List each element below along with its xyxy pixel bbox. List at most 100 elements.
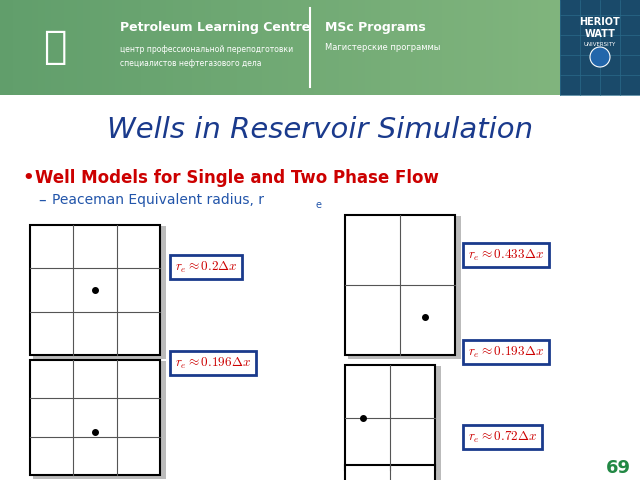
Bar: [339, 0, 347, 95]
Bar: [128, 0, 136, 95]
Bar: [563, 0, 571, 95]
Bar: [198, 0, 206, 95]
Bar: [13, 0, 20, 95]
Bar: [96, 0, 104, 95]
Bar: [531, 0, 539, 95]
Text: $r_e \approx 0.433\Delta x$: $r_e \approx 0.433\Delta x$: [468, 247, 544, 263]
Text: –: –: [38, 192, 45, 207]
Bar: [410, 0, 417, 95]
Bar: [186, 0, 193, 95]
Bar: [307, 0, 315, 95]
Bar: [461, 0, 468, 95]
Bar: [538, 0, 545, 95]
Bar: [0, 0, 8, 95]
Text: $r_e \approx 0.2\Delta x$: $r_e \approx 0.2\Delta x$: [175, 259, 237, 275]
Bar: [141, 0, 148, 95]
Bar: [51, 0, 59, 95]
Bar: [320, 0, 328, 95]
Text: Wells in Reservoir Simulation: Wells in Reservoir Simulation: [107, 116, 533, 144]
Bar: [83, 0, 91, 95]
Bar: [6, 0, 14, 95]
Bar: [358, 0, 366, 95]
Bar: [499, 0, 507, 95]
Bar: [173, 0, 180, 95]
Bar: [243, 0, 251, 95]
Bar: [390, 0, 398, 95]
Bar: [506, 0, 513, 95]
Bar: [435, 0, 443, 95]
Text: $r_e \approx 0.193\Delta x$: $r_e \approx 0.193\Delta x$: [468, 344, 544, 360]
Bar: [147, 0, 155, 95]
Text: Well Models for Single and Two Phase Flow: Well Models for Single and Two Phase Flo…: [35, 169, 439, 187]
Bar: [192, 0, 200, 95]
Bar: [608, 0, 616, 95]
Bar: [595, 0, 603, 95]
Bar: [345, 215, 455, 355]
Bar: [512, 0, 520, 95]
Text: специалистов нефтегазового дела: специалистов нефтегазового дела: [120, 59, 262, 68]
Text: Магистерские программы: Магистерские программы: [325, 44, 440, 52]
Bar: [38, 0, 46, 95]
Bar: [371, 0, 379, 95]
Text: UNIVERSITY: UNIVERSITY: [584, 41, 616, 47]
Bar: [262, 0, 270, 95]
Bar: [384, 0, 392, 95]
Bar: [160, 0, 168, 95]
Bar: [486, 0, 494, 95]
Bar: [250, 0, 257, 95]
Bar: [179, 0, 187, 95]
Bar: [397, 0, 404, 95]
Bar: [77, 0, 84, 95]
Text: •: •: [22, 169, 34, 187]
Bar: [224, 0, 232, 95]
Bar: [416, 0, 424, 95]
Bar: [166, 0, 174, 95]
Bar: [560, 0, 640, 95]
Bar: [33, 361, 166, 479]
Bar: [45, 0, 52, 95]
Bar: [454, 0, 462, 95]
Bar: [269, 0, 276, 95]
Bar: [403, 0, 411, 95]
Bar: [30, 360, 160, 475]
Bar: [154, 0, 161, 95]
Bar: [326, 0, 334, 95]
Bar: [237, 0, 244, 95]
Text: MSc Programs: MSc Programs: [325, 22, 426, 35]
Bar: [102, 0, 110, 95]
Bar: [26, 0, 33, 95]
Bar: [33, 226, 166, 359]
Bar: [256, 0, 264, 95]
Bar: [576, 0, 584, 95]
Text: e: e: [315, 200, 321, 210]
Bar: [348, 216, 461, 359]
Bar: [365, 0, 372, 95]
Text: 69: 69: [605, 459, 630, 477]
Bar: [467, 0, 475, 95]
Bar: [275, 0, 283, 95]
Bar: [557, 0, 564, 95]
Bar: [474, 0, 481, 95]
Bar: [314, 0, 321, 95]
Text: $r_e \approx 0.72\Delta x$: $r_e \approx 0.72\Delta x$: [468, 430, 538, 444]
Bar: [211, 0, 219, 95]
Bar: [134, 0, 142, 95]
Bar: [429, 0, 436, 95]
Bar: [109, 0, 116, 95]
Bar: [90, 0, 97, 95]
Bar: [544, 0, 552, 95]
Bar: [30, 225, 160, 355]
Bar: [614, 0, 622, 95]
Bar: [218, 0, 225, 95]
Bar: [448, 0, 456, 95]
Bar: [627, 0, 635, 95]
Bar: [115, 0, 123, 95]
Bar: [352, 0, 360, 95]
Bar: [333, 0, 340, 95]
Text: центр профессиональной переподготовки: центр профессиональной переподготовки: [120, 46, 293, 55]
Bar: [589, 0, 596, 95]
Bar: [205, 0, 212, 95]
Bar: [442, 0, 449, 95]
Bar: [58, 0, 65, 95]
Bar: [378, 0, 385, 95]
